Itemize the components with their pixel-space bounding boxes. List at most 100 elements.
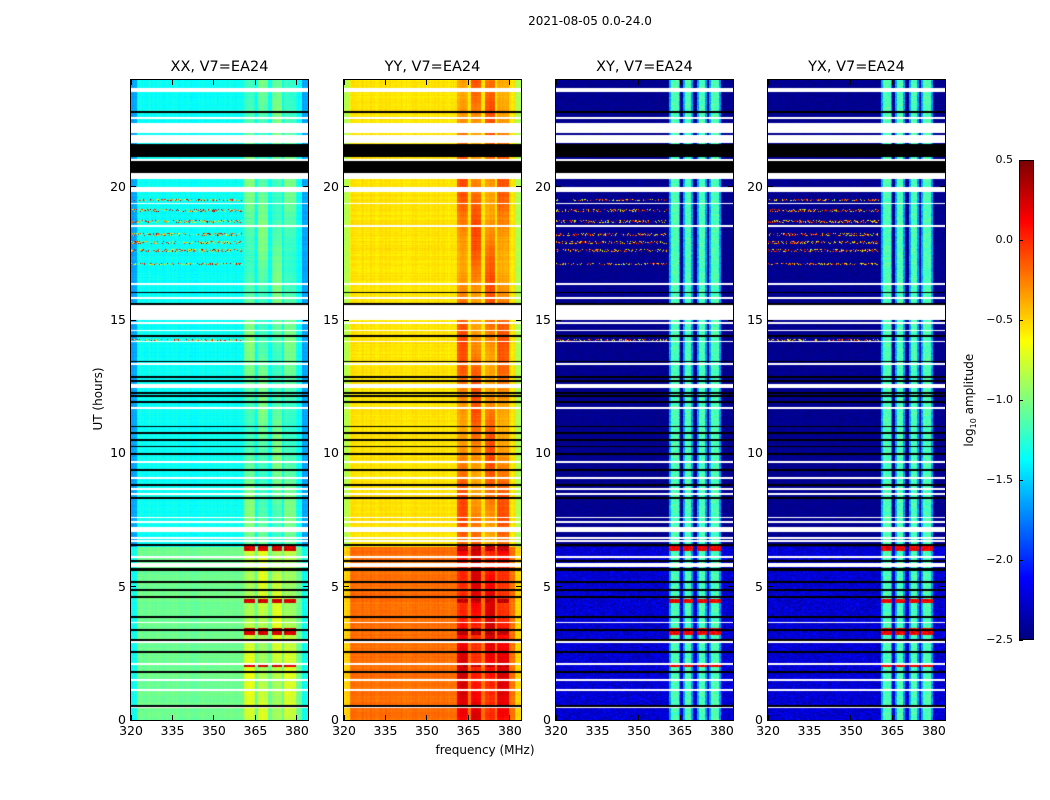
y-tick-label: 0 (331, 712, 339, 727)
x-tick (679, 715, 681, 720)
y-tick (556, 319, 561, 321)
x-tick (596, 80, 598, 85)
x-tick-label: 320 (332, 723, 356, 738)
y-tick-label: 10 (747, 445, 763, 461)
y-tick (940, 719, 945, 721)
y-tick-label: 20 (323, 178, 339, 194)
y-tick (556, 452, 561, 454)
y-axis-label: UT (hours) (91, 367, 105, 431)
x-tick (555, 715, 557, 720)
x-tick (933, 715, 935, 720)
x-tick (254, 715, 256, 720)
y-tick (303, 719, 308, 721)
x-tick (213, 80, 215, 85)
colorbar-tick (1019, 399, 1023, 401)
x-tick (808, 715, 810, 720)
y-tick-label: 20 (110, 178, 126, 194)
colorbar-tick (1019, 159, 1023, 161)
x-tick (767, 715, 769, 720)
colorbar-tick-label: −1.5 (986, 473, 1013, 486)
y-tick (516, 319, 521, 321)
y-tick (131, 452, 136, 454)
y-tick-label: 15 (747, 312, 763, 327)
x-tick-label: 335 (160, 723, 185, 738)
y-tick-label: 5 (543, 578, 551, 594)
heatmap-cells (131, 80, 308, 720)
heatmap-cells (556, 80, 733, 720)
y-tick-label: 10 (535, 445, 551, 461)
x-tick-label: 365 (456, 723, 481, 738)
x-tick (850, 80, 852, 85)
x-tick (596, 715, 598, 720)
x-tick (343, 715, 345, 720)
y-tick-label: 10 (110, 445, 126, 461)
x-tick-label: 350 (415, 723, 439, 738)
x-tick (343, 80, 345, 85)
y-tick (131, 186, 136, 188)
y-tick (768, 186, 773, 188)
y-tick (516, 586, 521, 588)
x-tick-label: 380 (285, 723, 309, 738)
x-tick (171, 715, 173, 720)
colorbar-tick (1019, 639, 1023, 641)
y-tick (344, 319, 349, 321)
y-tick-label: 0 (118, 712, 126, 727)
x-tick-label: 365 (243, 723, 268, 738)
colorbar-tick-label: 0.5 (995, 153, 1014, 166)
x-tick (891, 80, 893, 85)
x-tick (130, 715, 132, 720)
x-tick-label: 380 (710, 723, 734, 738)
y-tick-label: 20 (535, 178, 551, 194)
y-tick-label: 0 (543, 712, 551, 727)
y-tick (768, 452, 773, 454)
y-tick (344, 719, 349, 721)
x-tick (638, 80, 640, 85)
x-tick (850, 715, 852, 720)
heatmap-cells (768, 80, 945, 720)
y-tick (131, 319, 136, 321)
x-tick-label: 350 (202, 723, 226, 738)
y-tick (516, 186, 521, 188)
y-tick (728, 719, 733, 721)
y-tick (344, 586, 349, 588)
heatmap-panel-yx (767, 79, 946, 721)
x-tick (808, 80, 810, 85)
x-tick-label: 380 (922, 723, 946, 738)
figure-title: 2021-08-05 0.0-24.0 (528, 14, 652, 28)
y-tick (556, 719, 561, 721)
y-tick (131, 719, 136, 721)
y-tick (940, 586, 945, 588)
y-tick (940, 319, 945, 321)
x-tick-label: 335 (797, 723, 822, 738)
panel-title: XY, V7=EA24 (596, 59, 693, 75)
y-tick (728, 186, 733, 188)
x-tick (213, 715, 215, 720)
x-tick (384, 80, 386, 85)
y-tick (303, 452, 308, 454)
x-tick (467, 715, 469, 720)
x-tick (130, 80, 132, 85)
y-tick-label: 15 (323, 312, 339, 327)
x-tick (254, 80, 256, 85)
x-tick-label: 350 (627, 723, 651, 738)
y-tick (728, 586, 733, 588)
y-tick (768, 319, 773, 321)
x-tick-label: 365 (880, 723, 905, 738)
x-tick (721, 715, 723, 720)
y-tick (303, 186, 308, 188)
y-tick-label: 10 (323, 445, 339, 461)
y-tick (344, 186, 349, 188)
x-tick (426, 80, 428, 85)
colorbar-tick (1019, 239, 1023, 241)
colorbar-tick-label: −2.0 (986, 553, 1013, 566)
y-tick-label: 5 (755, 578, 763, 594)
y-tick-label: 15 (535, 312, 551, 327)
y-tick-label: 0 (755, 712, 763, 727)
x-tick (384, 715, 386, 720)
x-tick (721, 80, 723, 85)
x-axis-label: frequency (MHz) (435, 743, 535, 757)
y-tick (131, 586, 136, 588)
y-tick (303, 319, 308, 321)
x-tick (171, 80, 173, 85)
y-tick (728, 452, 733, 454)
